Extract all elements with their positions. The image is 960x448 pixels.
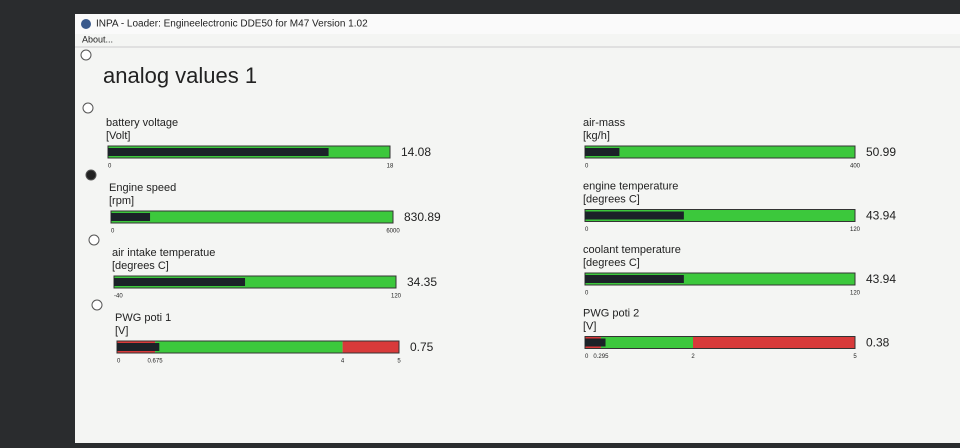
gauge-value: 0.75 <box>410 340 434 354</box>
gauge-tick-label: 18 <box>387 164 394 170</box>
gauge-tick-label: 0 <box>108 164 112 170</box>
gauge-value: 14.08 <box>401 145 431 159</box>
gauge-tick-label: 5 <box>397 359 401 365</box>
gauge-tick-label: 0.675 <box>148 359 164 365</box>
radio[interactable] <box>85 169 97 181</box>
gauge-value-bar <box>585 275 684 283</box>
gauge-value-bar <box>111 213 151 221</box>
gauge-value-bar <box>585 211 684 220</box>
gauge-value-bar <box>117 343 160 351</box>
gauge-label: air-mass <box>583 117 626 129</box>
gauge-tick-label: 4 <box>341 359 345 365</box>
gauge-value: 50.99 <box>866 145 896 159</box>
gauge-value: 34.35 <box>407 275 437 289</box>
gauge-unit: [degrees C] <box>583 193 640 205</box>
radio[interactable] <box>88 234 100 246</box>
gauge-tick-label: 0 <box>585 164 589 170</box>
gauge-value: 43.94 <box>866 209 896 223</box>
gauge-label: engine temperature <box>583 180 678 192</box>
gauge-value: 830.89 <box>404 210 441 224</box>
gauge-label: PWG poti 2 <box>583 307 639 319</box>
radio[interactable] <box>91 299 103 311</box>
gauge-value-bar <box>114 278 246 286</box>
gauge-tick-label: 0 <box>111 229 115 235</box>
gauge-zone <box>600 336 693 349</box>
gauge-unit: [degrees C] <box>112 260 169 272</box>
gauge-tick-label: 2 <box>691 354 695 360</box>
gauge-zone <box>585 146 855 158</box>
gauge-tick-label: 0 <box>585 227 589 233</box>
gauge-value: 0.38 <box>866 336 890 350</box>
gauge-label: air intake temperatue <box>112 247 215 259</box>
gauge-unit: [rpm] <box>109 195 134 207</box>
gauge-tick-label: 6000 <box>386 229 400 235</box>
gauge-value: 43.94 <box>866 272 896 286</box>
gauge-zone <box>111 211 393 223</box>
gauge-tick-label: 120 <box>850 227 861 233</box>
gauge-unit: [Volt] <box>106 130 130 142</box>
gauge-zone <box>342 341 399 353</box>
gauge-value-bar <box>585 338 606 347</box>
gauge-zone <box>155 341 343 353</box>
gauge-tick-label: 120 <box>391 294 402 300</box>
gauge-unit: [V] <box>583 320 596 332</box>
window-title: INPA - Loader: Engineelectronic DDE50 fo… <box>96 19 368 30</box>
page-title: analog values 1 <box>103 63 257 88</box>
gauge-tick-label: -40 <box>114 294 123 300</box>
menu-item[interactable]: About... <box>82 34 113 44</box>
gauge-label: battery voltage <box>106 117 178 129</box>
gauge-unit: [V] <box>115 325 128 337</box>
radio[interactable] <box>80 49 92 61</box>
gauge-unit: [degrees C] <box>583 257 640 269</box>
gauge-value-bar <box>585 148 620 156</box>
gauge-tick-label: 400 <box>850 164 861 170</box>
gauge-tick-label: 0 <box>585 291 589 297</box>
gauge-value-bar <box>108 148 329 156</box>
window <box>75 14 960 443</box>
gauge-tick-label: 120 <box>850 291 861 297</box>
gauge-unit: [kg/h] <box>583 130 610 142</box>
gauge-zone <box>693 336 855 349</box>
gauge-tick-label: 5 <box>853 354 857 360</box>
gauge-label: Engine speed <box>109 182 176 194</box>
title-bar <box>75 14 960 34</box>
gauge-label: PWG poti 1 <box>115 312 171 324</box>
gauge-tick-label: 0.295 <box>593 354 609 360</box>
gauge-label: coolant temperature <box>583 244 681 256</box>
radio[interactable] <box>82 102 94 114</box>
gauge-tick-label: 0 <box>585 354 589 360</box>
gauge-tick-label: 0 <box>117 359 121 365</box>
app-icon <box>81 19 91 29</box>
